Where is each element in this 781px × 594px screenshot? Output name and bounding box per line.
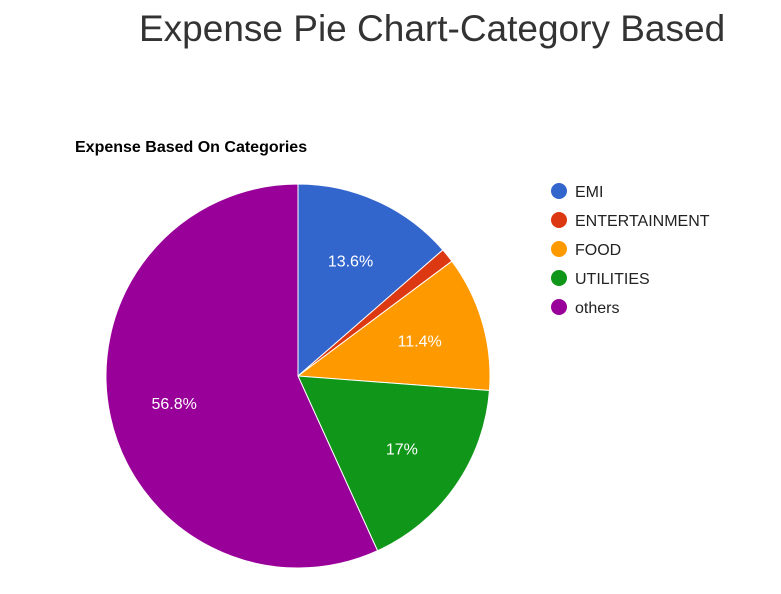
legend-marker-food[interactable] [551,241,567,257]
pie-slice-food[interactable] [296,260,491,391]
legend: EMI ENTERTAINMENT FOOD UTILITIES others [551,183,710,317]
slice-label-others: 56.8% [151,396,196,413]
legend-label-entertainment[interactable]: ENTERTAINMENT [575,213,710,230]
page-title: Expense Pie Chart-Category Based [139,8,726,49]
legend-marker-entertainment[interactable] [551,212,567,228]
chart-title: Expense Based On Categories [75,139,307,156]
pie-labels: 13.6% 11.4% 17% 56.8% [151,254,441,459]
legend-marker-utilities[interactable] [551,270,567,286]
legend-label-emi[interactable]: EMI [575,184,603,201]
slice-label-food: 11.4% [398,334,442,351]
legend-marker-emi[interactable] [551,183,567,199]
legend-label-others[interactable]: others [575,300,619,317]
pie-slice-emi[interactable] [297,183,444,378]
pie-slices [105,183,491,569]
pie-slice-utilities[interactable] [297,375,490,552]
legend-marker-others[interactable] [551,299,567,315]
pie-slice-others[interactable] [105,183,379,569]
slice-label-emi: 13.6% [328,254,373,271]
slice-label-utilities: 17% [386,442,418,459]
legend-label-food[interactable]: FOOD [575,242,621,259]
legend-label-utilities[interactable]: UTILITIES [575,271,650,288]
